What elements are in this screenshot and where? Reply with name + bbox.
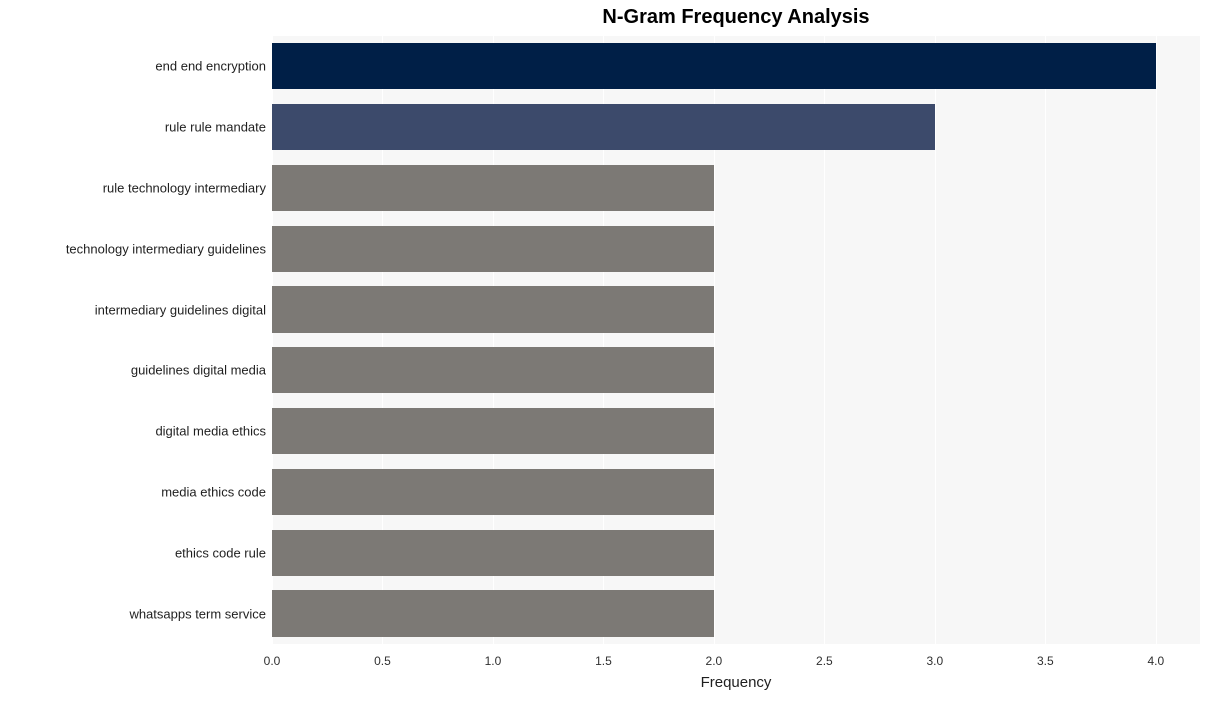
y-category-label: media ethics code <box>0 485 266 500</box>
x-tick-label: 3.0 <box>927 654 944 668</box>
x-tick-label: 0.0 <box>264 654 281 668</box>
bar <box>272 226 714 272</box>
bar <box>272 590 714 636</box>
ngram-frequency-chart: N-Gram Frequency Analysis Frequency end … <box>0 0 1211 701</box>
bar <box>272 165 714 211</box>
bar <box>272 286 714 332</box>
x-tick-label: 1.5 <box>595 654 612 668</box>
x-tick-label: 3.5 <box>1037 654 1054 668</box>
x-tick-label: 2.5 <box>816 654 833 668</box>
x-tick-label: 2.0 <box>706 654 723 668</box>
grid-line <box>1156 36 1157 644</box>
bar <box>272 469 714 515</box>
grid-line <box>935 36 936 644</box>
y-category-label: guidelines digital media <box>0 363 266 378</box>
plot-area <box>272 36 1200 644</box>
x-axis-label: Frequency <box>272 674 1200 691</box>
x-tick-label: 0.5 <box>374 654 391 668</box>
y-category-label: ethics code rule <box>0 545 266 560</box>
x-tick-label: 4.0 <box>1147 654 1164 668</box>
chart-title: N-Gram Frequency Analysis <box>272 6 1200 29</box>
y-category-label: intermediary guidelines digital <box>0 302 266 317</box>
y-category-label: rule technology intermediary <box>0 181 266 196</box>
grid-line <box>1045 36 1046 644</box>
x-tick-label: 1.0 <box>485 654 502 668</box>
bar <box>272 347 714 393</box>
y-category-label: technology intermediary guidelines <box>0 241 266 256</box>
y-category-label: whatsapps term service <box>0 606 266 621</box>
bar <box>272 530 714 576</box>
y-category-label: rule rule mandate <box>0 120 266 135</box>
bar <box>272 408 714 454</box>
y-category-label: end end encryption <box>0 59 266 74</box>
y-category-label: digital media ethics <box>0 424 266 439</box>
bar <box>272 104 935 150</box>
bar <box>272 43 1156 89</box>
